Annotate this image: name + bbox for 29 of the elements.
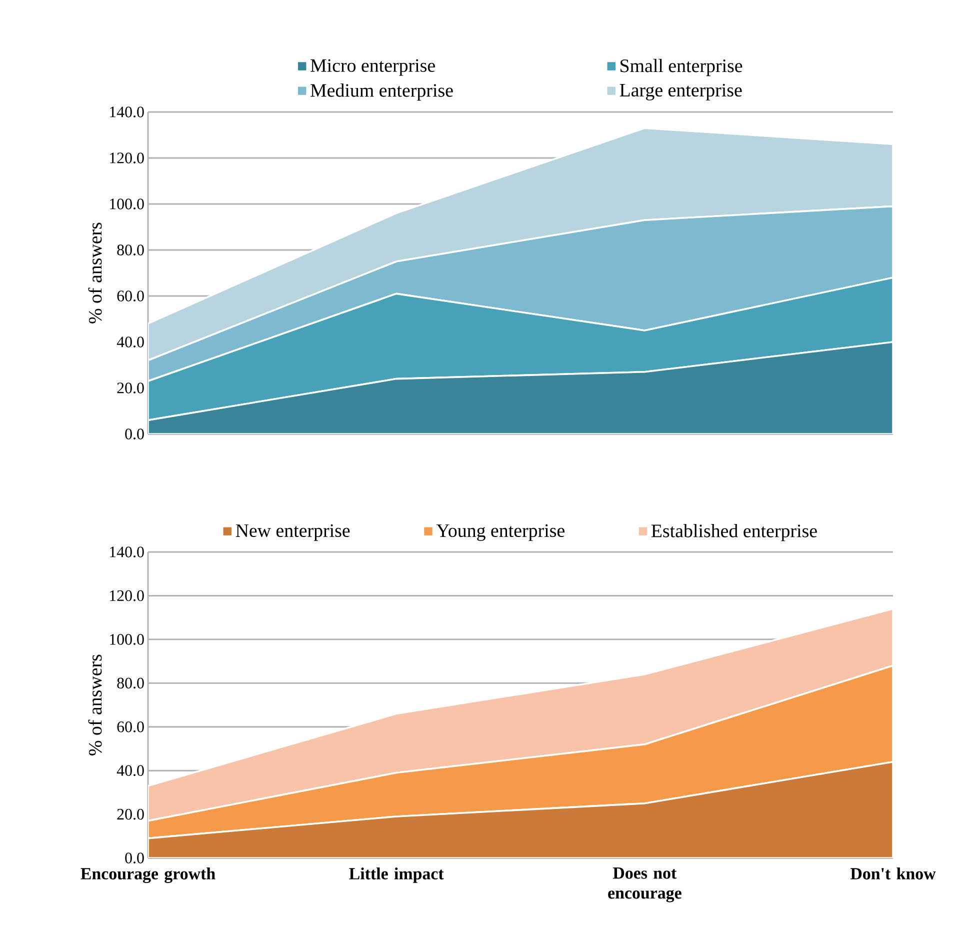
legend-label: Micro enterprise (310, 59, 435, 76)
y-tick-label: 20.0 (117, 808, 144, 820)
y-tick-label: 100.0 (110, 198, 144, 210)
x-tick-label: Don't know (850, 868, 936, 880)
legend-label: Small enterprise (620, 58, 742, 76)
y-tick-label: 120.0 (110, 590, 144, 602)
y-tick-label: 80.0 (117, 244, 144, 256)
y-tick-label: 40.0 (116, 765, 144, 776)
y-tick-label: 60.0 (117, 721, 144, 732)
legend-label: Established enterprise (651, 524, 817, 542)
x-tick-label: Little impact (349, 868, 444, 883)
y-tick-label: 0.0 (125, 852, 144, 864)
y-tick-label: 60.0 (117, 290, 144, 302)
legend-label: New enterprise (236, 524, 350, 541)
y-tick-label: 100.0 (110, 634, 144, 645)
y-tick-label: 40.0 (116, 336, 144, 348)
y-tick-label: 0.0 (125, 428, 144, 440)
y-tick-label: 120.0 (110, 152, 144, 164)
legend-label: Medium enterprise (310, 84, 453, 101)
y-tick-label: 80.0 (117, 678, 144, 689)
y-tick-label: 140.0 (110, 546, 144, 558)
y-axis-title: % of answers (88, 222, 102, 324)
legend-label: Large enterprise (620, 84, 742, 100)
x-tick-label: Does not encourage (608, 868, 682, 902)
x-tick-label: Encourage growth (80, 868, 216, 884)
y-tick-label: 140.0 (110, 106, 144, 118)
y-axis-title: % of answers (88, 654, 102, 756)
y-tick-label: 20.0 (117, 382, 144, 394)
legend-label: Young enterprise (436, 524, 564, 541)
